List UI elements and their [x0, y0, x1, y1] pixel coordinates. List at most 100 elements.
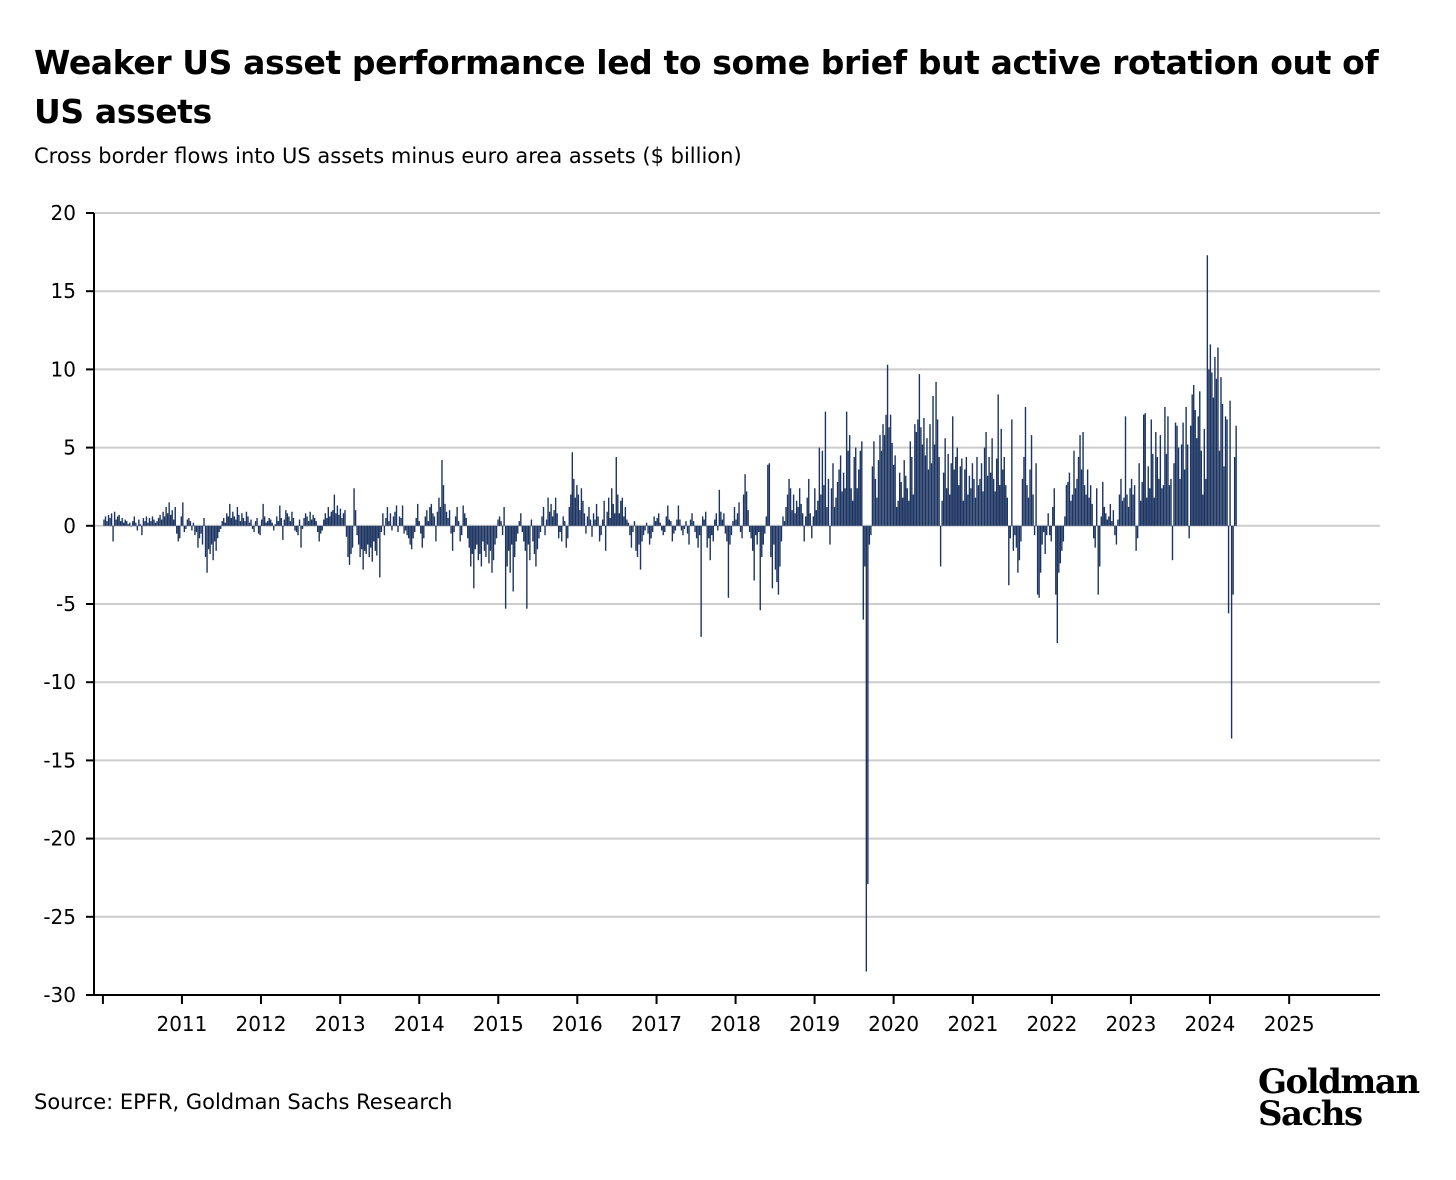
bar — [971, 463, 974, 526]
bar — [938, 456, 940, 526]
bar — [124, 519, 126, 526]
bar — [644, 525, 646, 531]
bar — [1180, 444, 1183, 526]
bar — [917, 419, 919, 526]
bar — [859, 450, 861, 526]
bar — [679, 519, 681, 526]
bar — [436, 511, 439, 526]
bar — [483, 525, 486, 551]
bar — [459, 525, 461, 542]
source-note: Source: EPFR, Goldman Sachs Research — [34, 1090, 453, 1114]
bar — [1182, 422, 1184, 526]
bar — [1074, 488, 1077, 526]
bar — [557, 525, 560, 539]
bar — [735, 519, 737, 526]
bar — [805, 516, 807, 526]
bar — [394, 511, 396, 526]
bar — [530, 519, 533, 526]
bar — [704, 511, 707, 526]
bar — [600, 525, 602, 536]
bar — [814, 488, 816, 526]
bar — [276, 516, 278, 526]
bar — [348, 525, 351, 565]
bar — [1150, 419, 1152, 526]
bar — [464, 513, 466, 526]
bar — [564, 521, 566, 526]
bar — [1103, 507, 1105, 526]
y-tick-label: 20 — [51, 201, 76, 225]
bar — [747, 510, 749, 526]
bar — [612, 503, 614, 526]
bar — [292, 517, 295, 526]
bar — [497, 519, 499, 526]
bar — [109, 517, 111, 526]
x-tick-label: 2014 — [394, 1012, 445, 1036]
bar — [615, 456, 617, 526]
bar — [429, 507, 431, 526]
bar — [765, 516, 768, 526]
bar — [374, 525, 376, 551]
bar — [113, 511, 116, 526]
bar — [303, 517, 305, 526]
bar — [880, 450, 883, 526]
bar — [360, 525, 363, 550]
bar — [820, 494, 822, 526]
bar — [397, 525, 399, 533]
bar — [812, 516, 814, 526]
bar — [829, 525, 831, 545]
bar — [959, 466, 962, 526]
bar — [617, 494, 619, 526]
bar — [332, 510, 334, 526]
bar — [738, 502, 740, 526]
bar — [694, 525, 696, 533]
chart-title: Weaker US asset performance led to some … — [34, 43, 1379, 131]
bar — [944, 438, 946, 526]
bar — [127, 524, 129, 526]
bar — [853, 456, 855, 526]
bar — [1085, 494, 1087, 526]
bar — [200, 525, 202, 534]
bar — [282, 525, 284, 540]
bar — [1185, 406, 1187, 526]
bar — [908, 500, 910, 526]
bar — [570, 494, 572, 526]
bar — [462, 505, 464, 526]
bar — [1183, 469, 1186, 526]
bar — [850, 488, 852, 526]
bar — [157, 517, 160, 526]
bar — [289, 521, 292, 526]
bar — [703, 519, 705, 526]
bar — [201, 525, 204, 545]
bar — [821, 450, 824, 526]
bar — [335, 513, 337, 526]
bar — [1123, 497, 1125, 526]
x-tick-label: 2015 — [473, 1012, 524, 1036]
bar — [1215, 378, 1218, 526]
bar — [1079, 435, 1081, 526]
bar — [507, 525, 510, 551]
bar — [767, 464, 769, 526]
bar — [795, 500, 798, 526]
bar — [420, 525, 422, 534]
bar — [786, 494, 789, 526]
bar — [426, 510, 428, 526]
bar — [698, 525, 701, 536]
bar — [550, 503, 552, 526]
bar — [1142, 414, 1145, 526]
bar — [609, 517, 611, 526]
bar — [442, 485, 445, 526]
logo-line-2: Sachs — [1258, 1094, 1363, 1134]
bar — [830, 488, 833, 526]
x-tick-label: 2016 — [552, 1012, 603, 1036]
bar — [889, 414, 892, 526]
bar — [858, 469, 860, 526]
bar — [1167, 416, 1169, 526]
bar — [238, 514, 240, 526]
bar — [624, 507, 627, 526]
bar — [1193, 385, 1195, 526]
bar — [391, 525, 393, 531]
bar — [1173, 463, 1175, 526]
bar — [338, 514, 340, 526]
bar — [432, 513, 434, 526]
bar — [1006, 497, 1008, 526]
